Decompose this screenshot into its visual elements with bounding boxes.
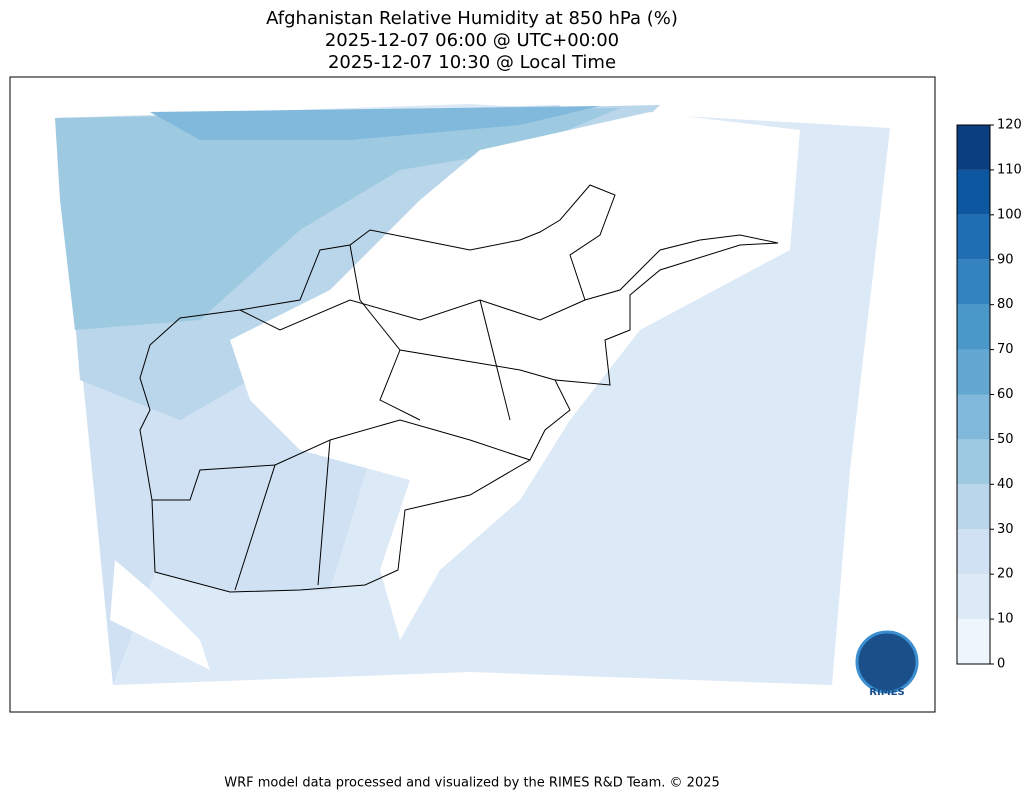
colorbar-band xyxy=(957,125,990,170)
colorbar-tick-label: 30 xyxy=(997,522,1014,537)
dry-area xyxy=(110,560,210,670)
logo: RIMES xyxy=(855,630,919,698)
colorbar-tick-label: 80 xyxy=(997,297,1014,312)
country-border xyxy=(139,184,779,593)
colorbar-band xyxy=(957,169,990,215)
field-region xyxy=(55,108,620,330)
map-frame xyxy=(9,76,936,713)
colorbar-tick-label: 90 xyxy=(997,252,1014,267)
title-line: 2025-12-07 10:30 @ Local Time xyxy=(328,52,616,73)
colorbar-tick-label: 10 xyxy=(997,612,1014,627)
colorbar: 0 10 20 30 40 50 60 70 80 90 100 110 120 xyxy=(956,118,1022,672)
logo-badge xyxy=(855,630,919,694)
logo-text: RIMES xyxy=(869,687,904,698)
colorbar-band xyxy=(957,484,990,530)
colorbar-tick-label: 0 xyxy=(997,657,1005,672)
colorbar-band xyxy=(957,529,990,575)
colorbar-band xyxy=(957,619,990,664)
title-line: Afghanistan Relative Humidity at 850 hPa… xyxy=(266,8,678,29)
title-line: 2025-12-07 06:00 @ UTC+00:00 xyxy=(325,30,619,51)
colorbar-band xyxy=(957,394,990,440)
colorbar-tick-label: 20 xyxy=(997,567,1014,582)
colorbar-band xyxy=(957,574,990,620)
colorbar-tick-label: 120 xyxy=(997,118,1022,133)
colorbar-tick-label: 100 xyxy=(997,207,1022,222)
colorbar-band xyxy=(957,259,990,305)
province-borders xyxy=(152,244,586,591)
colorbar-band xyxy=(957,304,990,350)
dry-area xyxy=(230,112,800,640)
humidity-field xyxy=(55,104,890,685)
footer: WRF model data processed and visualized … xyxy=(224,776,720,791)
colorbar-band xyxy=(957,349,990,395)
colorbar-tick-label: 40 xyxy=(997,477,1014,492)
colorbar-band xyxy=(957,439,990,485)
colorbar-band xyxy=(957,214,990,260)
colorbar-tick-label: 50 xyxy=(997,432,1014,447)
colorbar-tick-label: 110 xyxy=(997,162,1022,177)
colorbar-tick-label: 70 xyxy=(997,342,1014,357)
field-region xyxy=(150,106,600,140)
colorbar-tick-label: 60 xyxy=(997,387,1014,402)
